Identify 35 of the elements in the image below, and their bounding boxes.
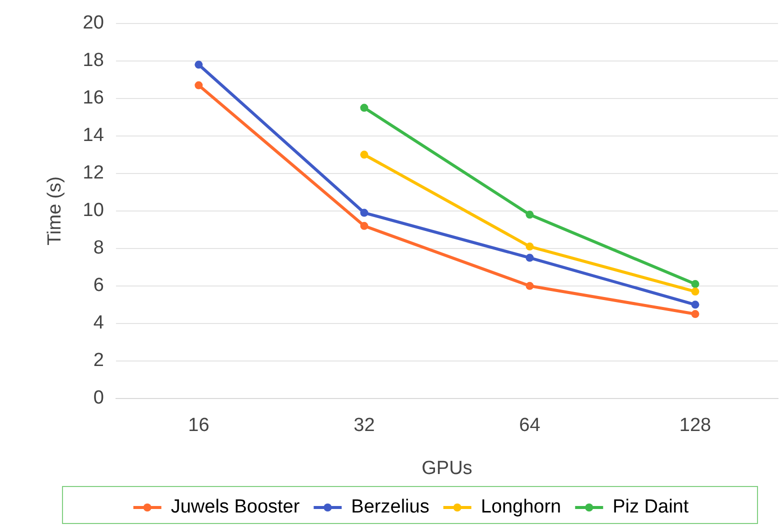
x-tick-label: 128	[679, 415, 712, 436]
legend-label: Piz Daint	[612, 496, 690, 518]
y-tick-label: 18	[82, 50, 104, 72]
x-axis-title: GPUs	[422, 458, 472, 479]
legend-label: Longhorn	[480, 496, 562, 518]
y-tick-label: 4	[93, 312, 104, 334]
point	[360, 150, 368, 159]
x-tick-label: 32	[354, 415, 375, 436]
y-tick-label: 2	[93, 350, 104, 372]
point	[691, 310, 700, 318]
y-tick-label: 8	[93, 238, 104, 259]
point	[691, 288, 700, 296]
point	[360, 222, 368, 230]
legend-label: Juwels Booster	[170, 496, 300, 518]
y-axis-title: Time (s)	[44, 176, 66, 246]
point	[360, 208, 368, 217]
y-tick-label: 20	[82, 12, 104, 34]
point	[360, 104, 368, 112]
point	[526, 242, 534, 251]
y-tick-label: 12	[82, 162, 104, 184]
point	[691, 280, 700, 288]
point	[691, 300, 700, 309]
point	[526, 254, 534, 262]
point	[194, 81, 203, 90]
point	[526, 282, 534, 290]
y-tick-label: 6	[93, 275, 104, 296]
y-tick-label: 10	[82, 200, 104, 222]
y-tick-label: 0	[93, 388, 104, 409]
point	[526, 210, 534, 219]
y-tick-label: 14	[82, 125, 104, 146]
point	[194, 60, 203, 69]
x-tick-label: 64	[519, 415, 541, 436]
x-tick-label: 16	[188, 415, 210, 436]
y-tick-label: 16	[82, 88, 104, 109]
legend-label: Berzelius	[351, 496, 430, 518]
